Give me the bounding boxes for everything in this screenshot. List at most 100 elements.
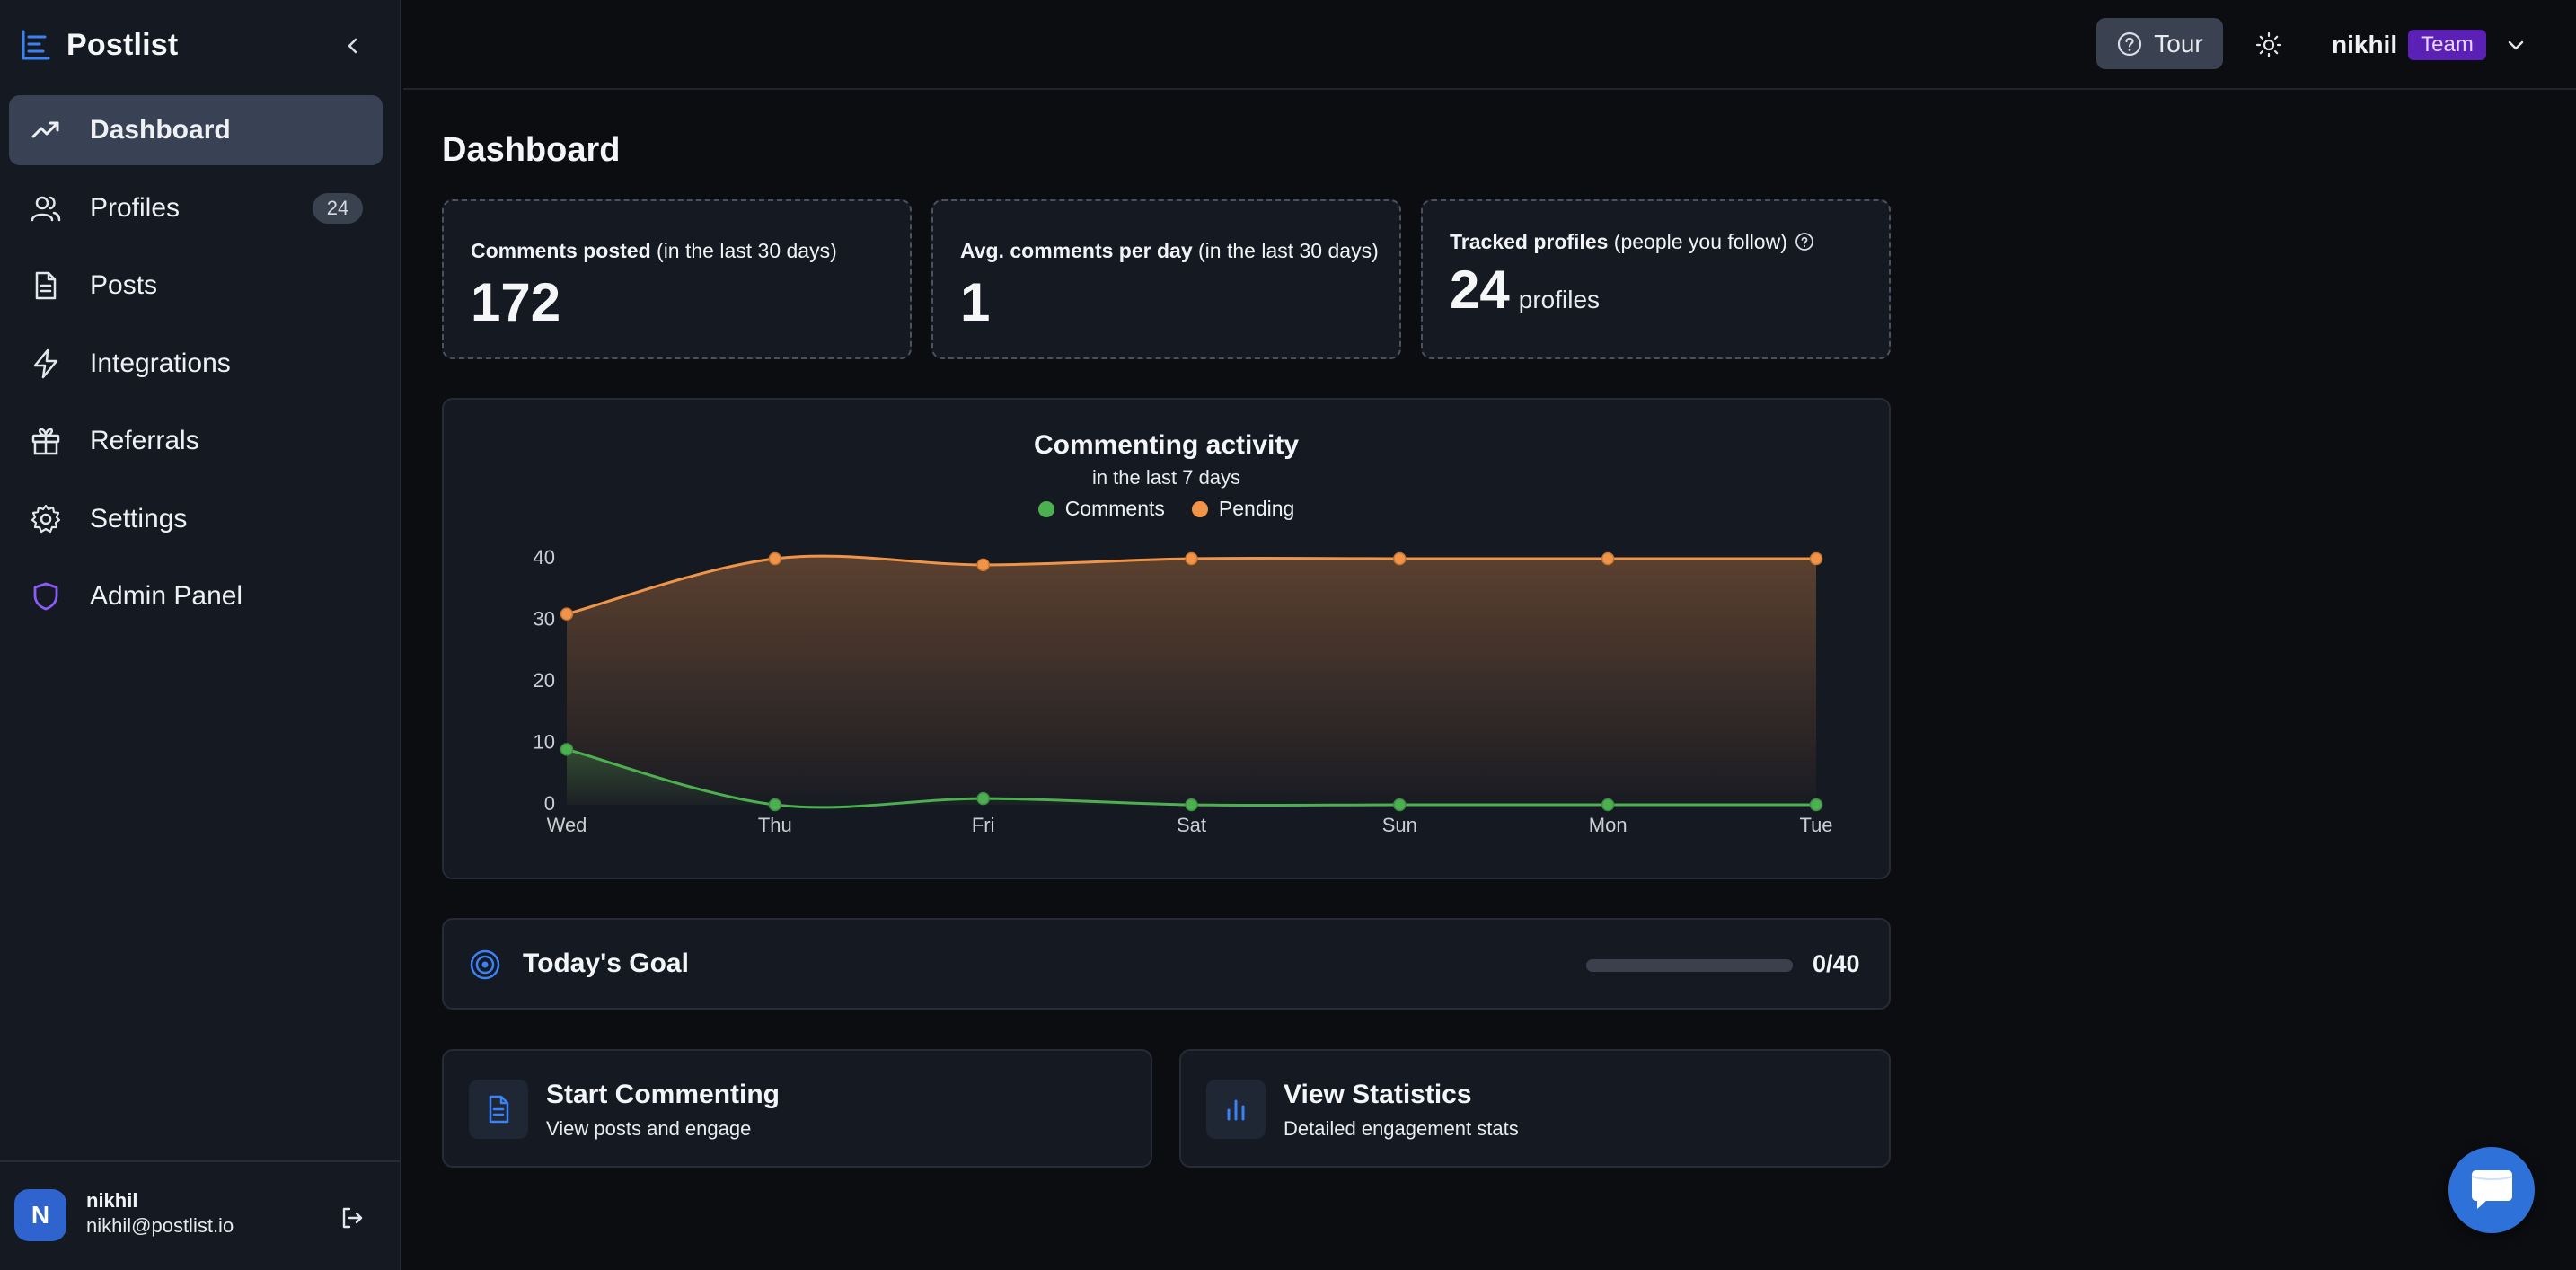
- document-icon: [489, 1095, 509, 1124]
- x-tick-label: Sat: [1177, 814, 1206, 836]
- sidebar: Postlist Dashboard Profiles 24 Posts: [0, 0, 401, 1270]
- stat-label-main: Tracked profiles: [1450, 230, 1609, 253]
- data-point-pending: [1601, 551, 1615, 566]
- chart-card: 0 10 20 30 40 Wed Thu Fri Sat Sun Mon Tue Commentin…: [442, 398, 1891, 879]
- gift-icon: [29, 424, 63, 458]
- x-tick-label: Tue: [1799, 814, 1832, 836]
- gear-icon: [29, 502, 63, 536]
- data-point-pending: [1393, 551, 1407, 566]
- y-tick-label: 0: [544, 792, 555, 815]
- stat-suffix: profiles: [1518, 286, 1601, 313]
- sidebar-user-footer: N nikhil nikhil@postlist.io: [0, 1160, 401, 1270]
- tour-button[interactable]: Tour: [2096, 18, 2223, 69]
- chat-support-button[interactable]: [2448, 1147, 2535, 1233]
- chevron-down-icon: [2508, 40, 2524, 50]
- legend-dot-pending: [1191, 500, 1208, 517]
- data-point-comments: [1393, 798, 1407, 812]
- sidebar-item-label: Admin Panel: [90, 581, 243, 611]
- sidebar-item-label: Profiles: [90, 192, 181, 223]
- stat-label: Avg. comments per day (in the last 30 da…: [960, 239, 1379, 263]
- chevron-left-icon: [348, 38, 357, 54]
- stat-label-main: Avg. comments per day: [960, 239, 1193, 262]
- sidebar-item-integrations[interactable]: Integrations: [9, 329, 383, 399]
- stat-card-tracked-profiles: Tracked profiles (people you follow) 24 p…: [1421, 199, 1891, 359]
- series-area-pending: [567, 556, 1816, 805]
- data-point-comments: [976, 791, 990, 806]
- y-tick-label: 30: [534, 608, 555, 631]
- sidebar-item-dashboard[interactable]: Dashboard: [9, 95, 383, 165]
- stat-label-period: (in the last 30 days): [650, 239, 837, 262]
- sidebar-item-admin-panel[interactable]: Admin Panel: [9, 561, 383, 631]
- sidebar-user-name: nikhil: [86, 1189, 138, 1212]
- user-menu[interactable]: nikhil Team: [2332, 25, 2527, 65]
- tour-label: Tour: [2154, 29, 2203, 57]
- top-user-name: nikhil: [2332, 31, 2398, 58]
- stat-card-avg-comments: Avg. comments per day (in the last 30 da…: [931, 199, 1401, 359]
- legend-item-comments[interactable]: Comments: [1037, 497, 1165, 521]
- data-point-comments: [560, 743, 574, 756]
- y-tick-label: 20: [534, 669, 555, 692]
- lightning-icon: [29, 347, 63, 381]
- users-icon: [29, 191, 63, 225]
- stat-value-row: 24 profiles: [1450, 259, 1600, 321]
- chart-title: Commenting activity: [1033, 430, 1300, 460]
- data-point-pending: [976, 558, 990, 572]
- x-tick-label: Fri: [972, 814, 995, 836]
- chart-subtitle: in the last 7 days: [1091, 466, 1241, 489]
- y-tick-label: 40: [534, 546, 555, 569]
- brand[interactable]: Postlist: [18, 25, 178, 65]
- commenting-activity-chart: 0 10 20 30 40 Wed Thu Fri Sat Sun Mon Tue: [534, 546, 1833, 836]
- data-point-pending: [1809, 551, 1823, 566]
- data-point-comments: [1185, 798, 1198, 812]
- info-icon[interactable]: [1795, 232, 1814, 251]
- sidebar-nav: Dashboard Profiles 24 Posts Integrations: [9, 95, 383, 639]
- shield-icon: [29, 579, 63, 613]
- sidebar-item-label: Settings: [90, 503, 188, 534]
- bar-chart-icon: [1227, 1099, 1245, 1121]
- sidebar-item-referrals[interactable]: Referrals: [9, 406, 383, 476]
- target-icon: [470, 949, 500, 980]
- action-subtitle: View posts and engage: [546, 1117, 752, 1140]
- plan-badge: Team: [2408, 30, 2486, 60]
- start-commenting-card[interactable]: Start Commenting View posts and engage: [442, 1049, 1152, 1168]
- stat-card-comments-posted: Comments posted (in the last 30 days) 17…: [442, 199, 912, 359]
- avatar[interactable]: N: [14, 1189, 66, 1241]
- data-point-comments: [768, 798, 782, 812]
- document-icon: [29, 269, 63, 303]
- logo-icon: [22, 30, 50, 60]
- sidebar-item-label: Integrations: [90, 348, 231, 378]
- stat-label-main: Comments posted: [471, 239, 651, 262]
- chart-legend: Comments Pending: [444, 497, 1889, 521]
- theme-toggle-button[interactable]: [2249, 25, 2289, 65]
- legend-label: Pending: [1218, 497, 1295, 520]
- logout-button[interactable]: [336, 1202, 368, 1234]
- goal-progress-bar: [1586, 959, 1793, 972]
- brand-name: Postlist: [66, 27, 179, 62]
- data-point-comments: [1601, 798, 1615, 812]
- legend-label: Comments: [1064, 497, 1165, 520]
- sidebar-item-settings[interactable]: Settings: [9, 484, 383, 554]
- stat-value: 1: [960, 272, 991, 332]
- collapse-sidebar-button[interactable]: [340, 32, 366, 59]
- data-point-pending: [560, 607, 574, 621]
- todays-goal-card: Today's Goal 0/40: [442, 918, 1891, 1010]
- sidebar-user-email: nikhil@postlist.io: [86, 1214, 234, 1237]
- stat-label-period: (people you follow): [1608, 230, 1787, 253]
- sidebar-item-label: Posts: [90, 270, 158, 300]
- sun-icon: [2255, 31, 2282, 58]
- stat-label-period: (in the last 30 days): [1192, 239, 1379, 262]
- logout-icon: [342, 1207, 363, 1229]
- action-title: View Statistics: [1284, 1080, 1472, 1109]
- goal-title: Today's Goal: [523, 948, 689, 978]
- legend-dot-comments: [1037, 500, 1054, 517]
- action-subtitle: Detailed engagement stats: [1284, 1117, 1519, 1140]
- action-title: Start Commenting: [546, 1080, 781, 1109]
- sidebar-item-profiles[interactable]: Profiles 24: [9, 173, 383, 243]
- x-tick-label: Sun: [1382, 814, 1417, 836]
- sidebar-item-posts[interactable]: Posts: [9, 251, 383, 321]
- trending-up-icon: [29, 113, 63, 147]
- y-tick-label: 10: [534, 731, 555, 754]
- x-tick-label: Wed: [547, 814, 587, 836]
- view-statistics-card[interactable]: View Statistics Detailed engagement stat…: [1179, 1049, 1891, 1168]
- legend-item-pending[interactable]: Pending: [1191, 497, 1295, 521]
